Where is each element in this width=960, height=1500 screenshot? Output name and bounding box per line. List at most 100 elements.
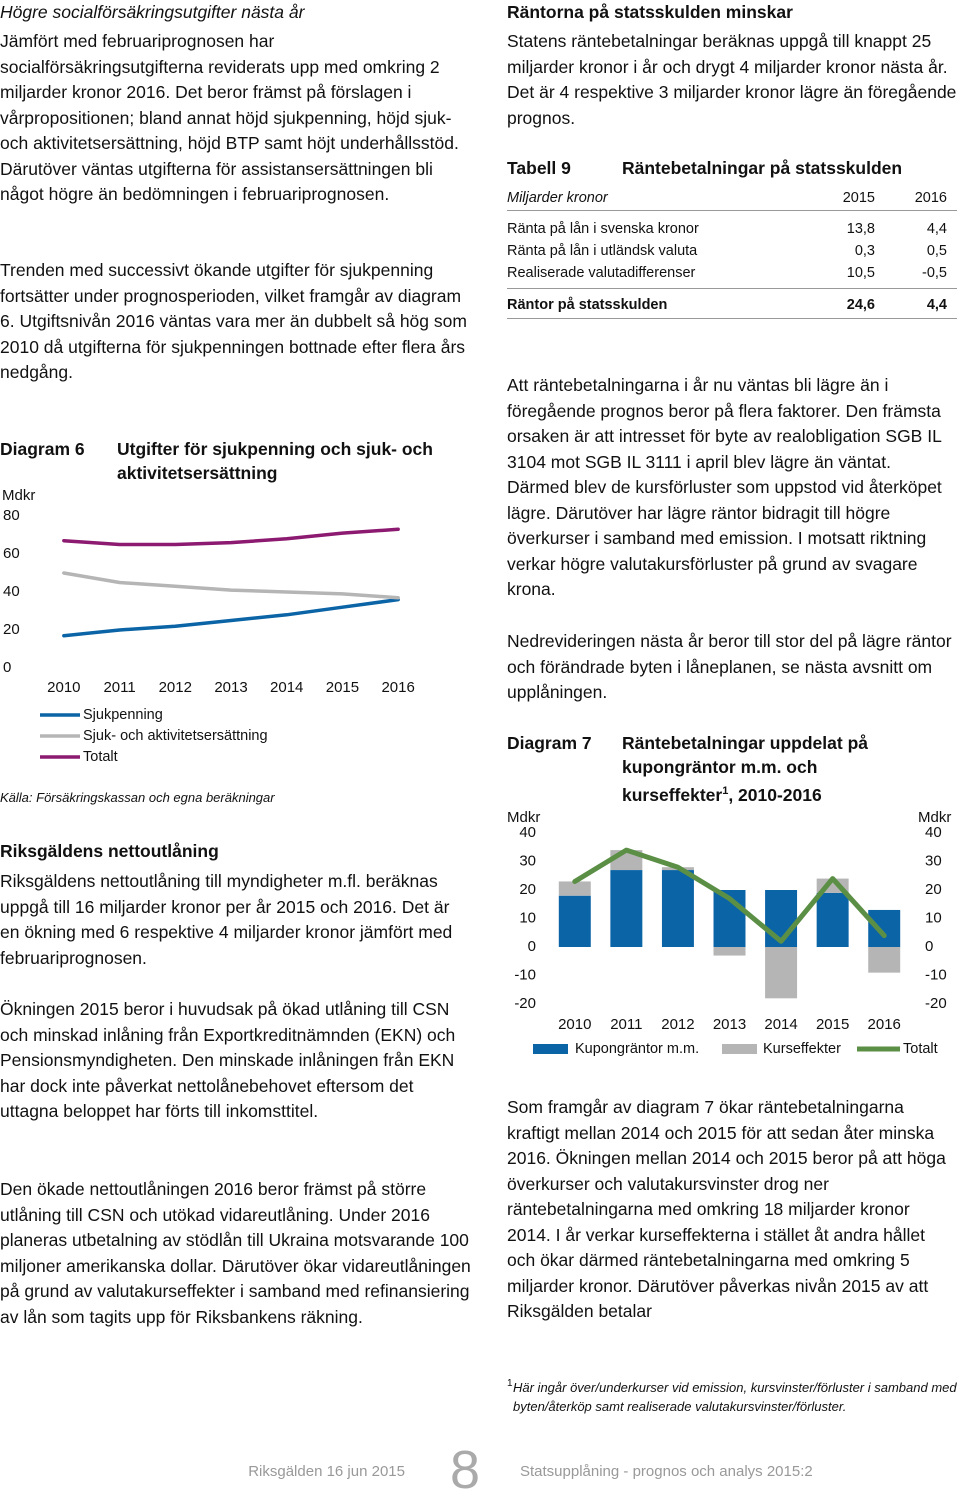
- paragraph: Att räntebetalningarna i år nu väntas bl…: [507, 375, 942, 599]
- y-tick-label: -10: [925, 966, 947, 983]
- diagram-title: Utgifter för sjukpenning och sjuk- och a…: [117, 439, 433, 483]
- x-tick-label: 2016: [381, 679, 414, 696]
- legend-label: Sjuk- och aktivitetsersättning: [83, 728, 268, 744]
- x-tick-label: 2011: [103, 679, 135, 696]
- x-tick-label: 2014: [764, 1016, 797, 1033]
- chart-source: Källa: Försäkringskassan och egna beräkn…: [0, 790, 275, 805]
- series-line: [572, 847, 887, 944]
- paragraph: Jämfört med februariprognosen har social…: [0, 31, 459, 204]
- section-heading: Riksgäldens nettoutlåning: [0, 841, 219, 861]
- table-cell: Ränta på lån i utländsk valuta: [507, 243, 698, 259]
- series-line: [62, 527, 400, 547]
- section-heading: Räntorna på statsskulden minskar: [507, 2, 793, 22]
- diagram-title-suffix: , 2010-2016: [728, 784, 822, 805]
- paragraph: Nedrevideringen nästa år beror till stor…: [507, 631, 952, 702]
- paragraph: Ökningen 2015 beror i huvudsak på ökad u…: [0, 999, 456, 1121]
- table-cell: 4,4: [926, 221, 947, 237]
- legend-swatch: [722, 1044, 757, 1054]
- table-header: Miljarder kronor 2015 2016: [507, 187, 947, 209]
- x-tick-label: 2010: [47, 679, 80, 696]
- diagram-label: Diagram 6: [0, 439, 85, 459]
- bar: [610, 870, 643, 947]
- footnote-text: Här ingår över/underkurser vid emission,…: [513, 1380, 957, 1414]
- bar: [816, 892, 849, 947]
- series-line: [62, 571, 400, 600]
- table-rule: [507, 210, 957, 211]
- y-axis-label: Mdkr: [2, 487, 35, 504]
- bar: [713, 947, 746, 956]
- table-row: Ränta på lån i utländsk valuta 0,3 0,5: [507, 240, 947, 262]
- y-tick-label: 30: [925, 852, 942, 869]
- x-tick-label: 2012: [159, 679, 192, 696]
- table-header-cell: 2015: [842, 190, 875, 206]
- y-tick-label: 20: [519, 881, 536, 898]
- y-axis-label: Mdkr: [918, 809, 951, 826]
- section-heading: Högre socialförsäkringsutgifter nästa år: [0, 2, 305, 22]
- table-header-cell: 2016: [914, 190, 947, 206]
- y-tick-label: 40: [519, 824, 536, 841]
- x-tick-label: 2012: [661, 1016, 694, 1033]
- bar: [558, 895, 591, 947]
- diagram-title-text: Räntebetalningar uppdelat på kupongränto…: [622, 733, 868, 805]
- y-tick-label: 20: [925, 881, 942, 898]
- series-line: [62, 597, 400, 638]
- legend-swatch: [533, 1044, 568, 1054]
- x-tick-label: 2013: [214, 679, 247, 696]
- y-tick-label: 10: [519, 909, 536, 926]
- legend-label: Totalt: [903, 1041, 938, 1057]
- y-tick-label: -10: [514, 966, 536, 983]
- legend-label: Totalt: [83, 749, 118, 765]
- bar: [661, 870, 694, 947]
- paragraph: Riksgäldens nettoutlåning till myndighet…: [0, 871, 453, 968]
- table-cell: 24,6: [846, 297, 875, 313]
- y-tick-label: 0: [528, 938, 536, 955]
- table-cell: 0,5: [926, 243, 947, 259]
- x-tick-label: 2016: [868, 1016, 901, 1033]
- y-tick-label: 20: [3, 621, 20, 638]
- y-tick-label: 0: [3, 659, 11, 676]
- footnote-ref: 1: [722, 785, 729, 797]
- x-tick-label: 2015: [326, 679, 359, 696]
- y-tick-label: 10: [925, 909, 942, 926]
- footnote-marker: 1: [507, 1378, 513, 1389]
- bar: [765, 947, 798, 999]
- x-tick-label: 2014: [270, 679, 303, 696]
- table-header-cell: Miljarder kronor: [507, 190, 608, 206]
- table-total-row: Räntor på statsskulden 24,6 4,4: [507, 294, 947, 316]
- legend-label: Kurseffekter: [763, 1041, 841, 1057]
- y-tick-label: -20: [925, 995, 947, 1012]
- page-number: 8: [449, 1440, 481, 1500]
- diagram-title: Räntebetalningar uppdelat på kupongränto…: [622, 731, 912, 807]
- legend-label: Sjukpenning: [83, 707, 163, 723]
- footnote: 1 Här ingår över/underkurser vid emission…: [507, 1378, 957, 1416]
- table-rule: [507, 318, 957, 319]
- y-tick-label: 40: [3, 583, 20, 600]
- table-cell: Räntor på statsskulden: [507, 297, 668, 313]
- y-tick-label: 60: [3, 545, 20, 562]
- y-tick-label: -20: [514, 995, 536, 1012]
- bar: [868, 947, 901, 973]
- table-cell: 4,4: [926, 297, 947, 313]
- table-rule: [507, 288, 957, 289]
- table-cell: Realiserade valutadifferenser: [507, 265, 696, 281]
- y-tick-label: 0: [925, 938, 933, 955]
- x-tick-label: 2010: [558, 1016, 591, 1033]
- x-tick-label: 2013: [713, 1016, 746, 1033]
- table-cell: -0,5: [922, 265, 947, 281]
- table-cell: 10,5: [846, 265, 875, 281]
- paragraph: Trenden med successivt ökande utgifter f…: [0, 260, 467, 382]
- table-cell: Ränta på lån i svenska kronor: [507, 221, 699, 237]
- table-title: Räntebetalningar på statsskulden: [622, 158, 903, 178]
- bar: [558, 881, 591, 896]
- y-tick-label: 40: [925, 824, 942, 841]
- table-row: Ränta på lån i svenska kronor 13,8 4,4: [507, 218, 947, 240]
- y-tick-label: 80: [3, 507, 20, 524]
- y-tick-label: 30: [519, 852, 536, 869]
- paragraph: Som framgår av diagram 7 ökar räntebetal…: [507, 1097, 946, 1321]
- bar: [868, 909, 901, 947]
- x-tick-label: 2015: [816, 1016, 849, 1033]
- table-label: Tabell 9: [507, 158, 571, 178]
- footer-left: Riksgälden 16 jun 2015: [248, 1463, 405, 1480]
